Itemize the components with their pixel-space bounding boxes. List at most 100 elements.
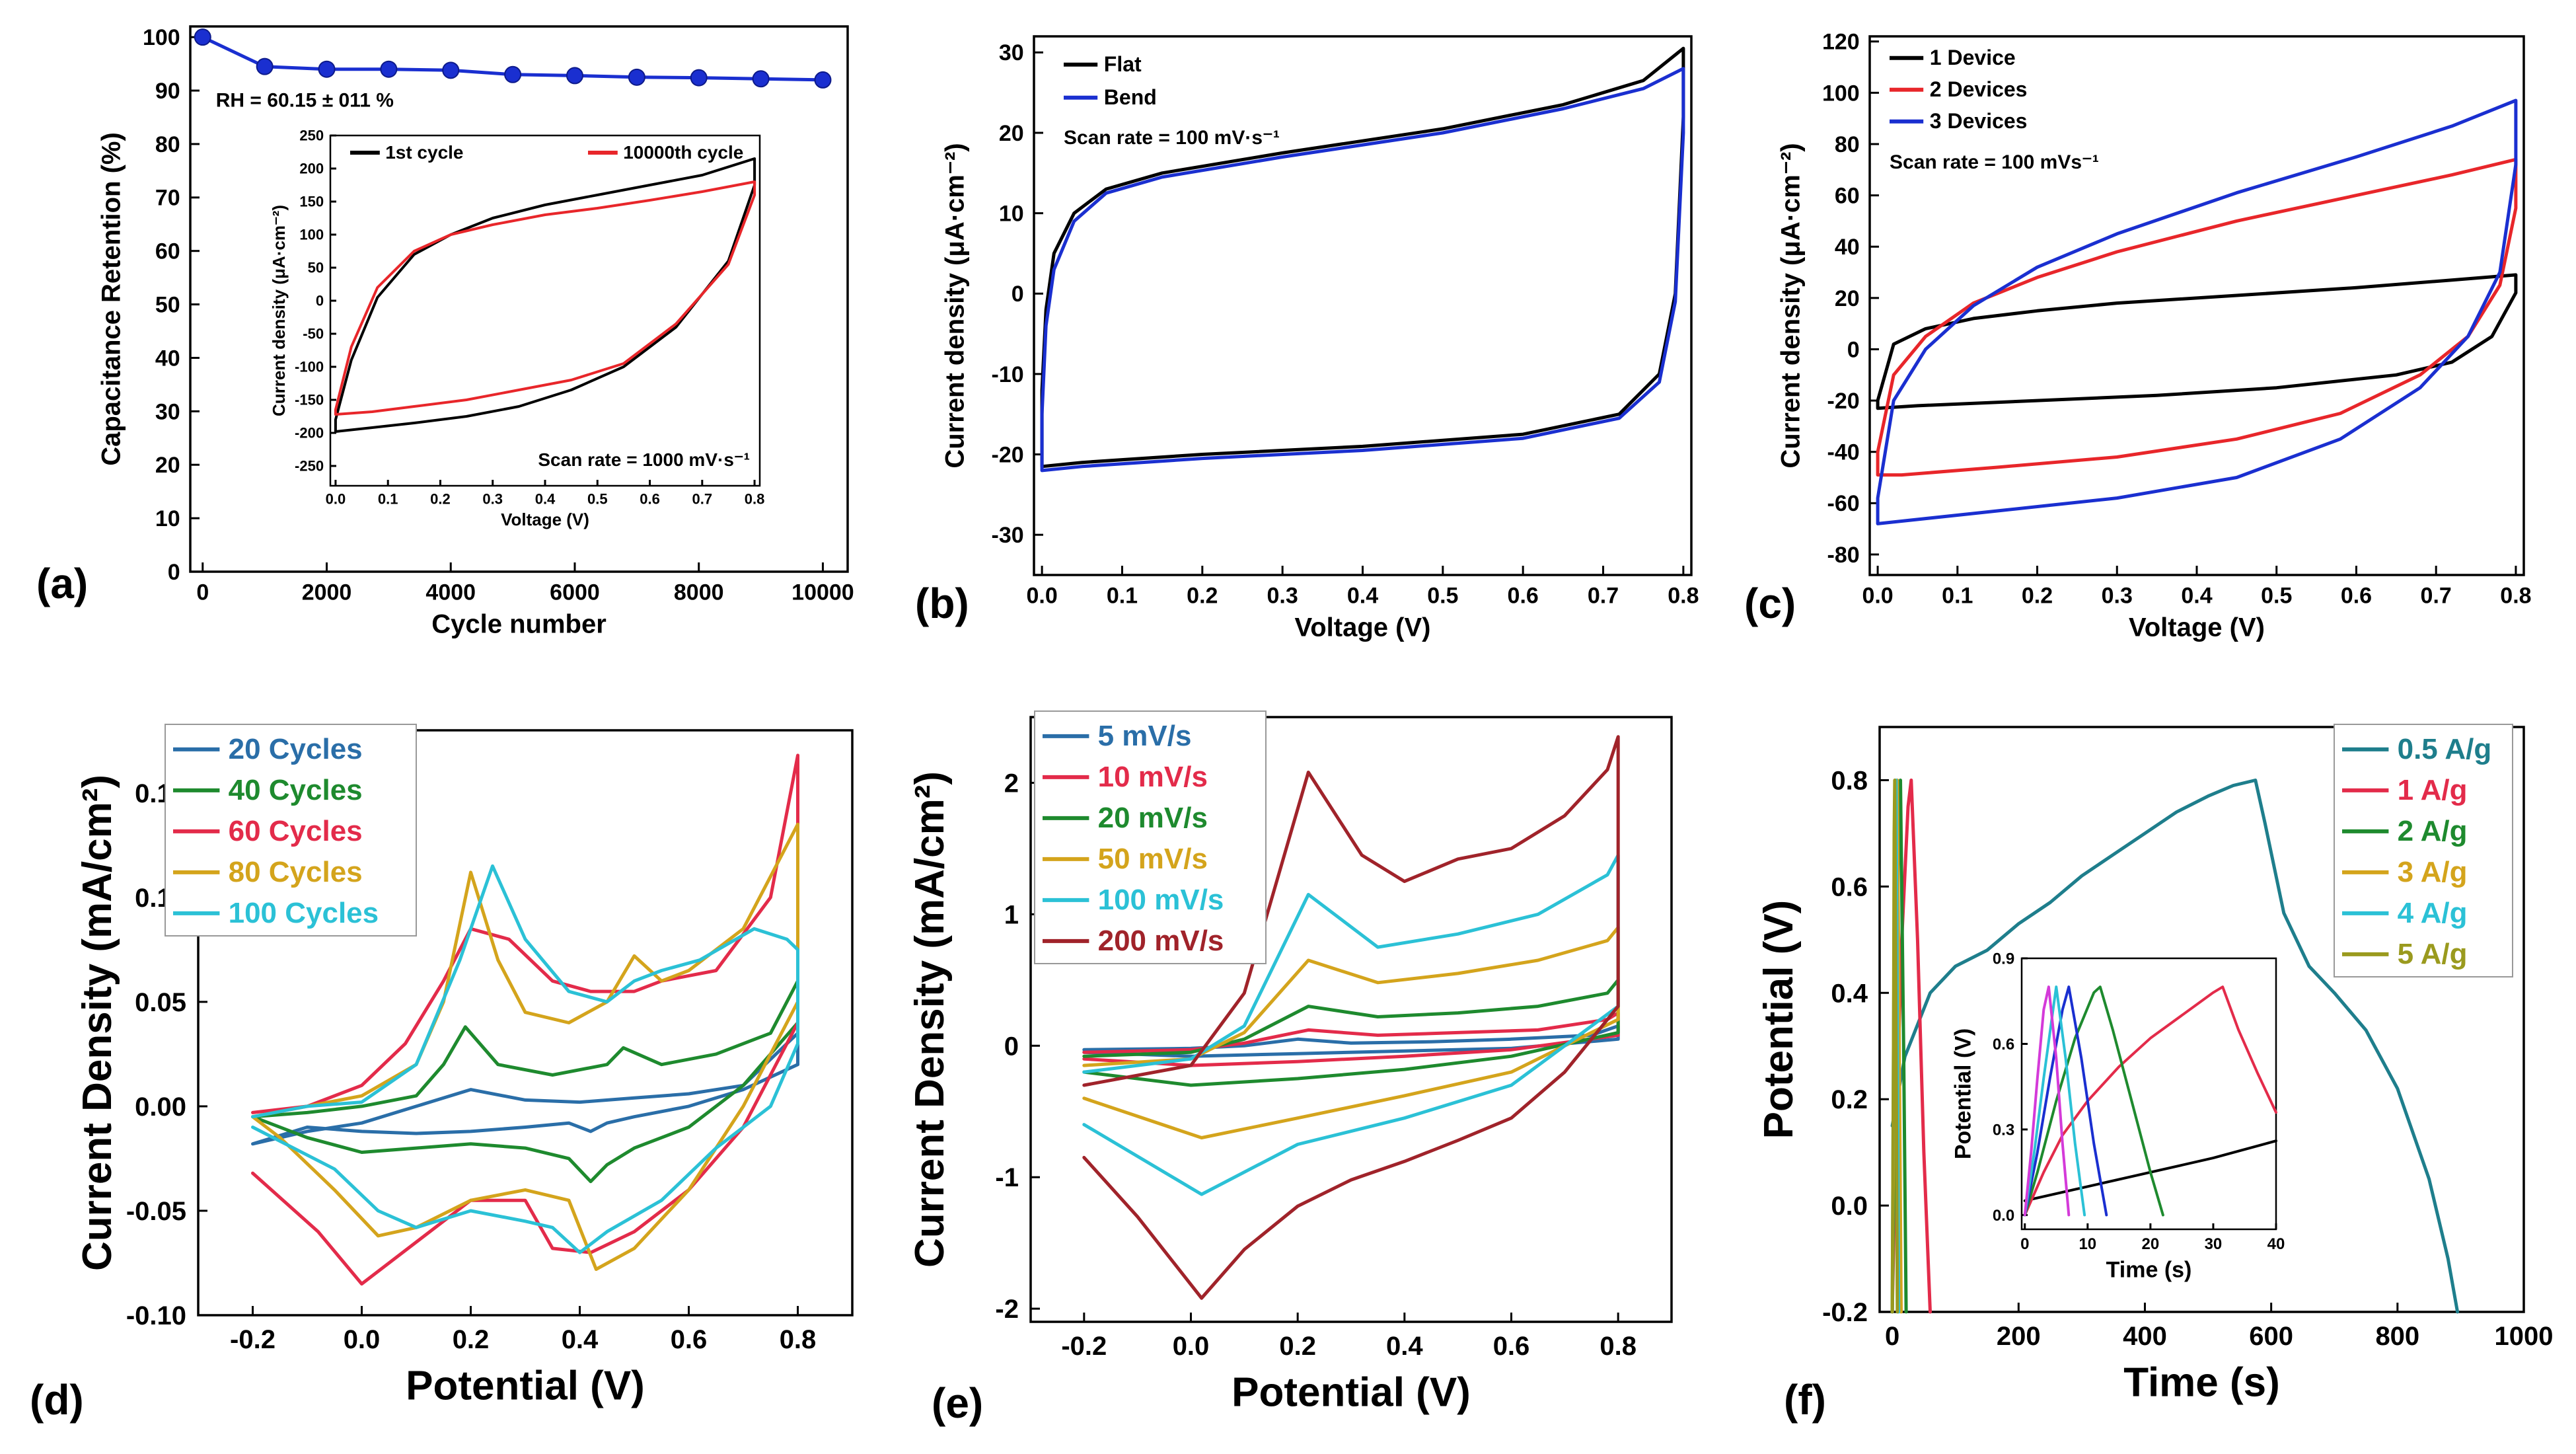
panel-a: 0 2000 4000 6000 8000 10000010203040506070809… [36, 25, 854, 638]
y-tick-label: 100 [299, 227, 324, 243]
x-tick-label: 400 [2123, 1322, 2167, 1351]
panel-c: 0.0 0.1 0.2 0.3 0.4 0.5 0.6 0.7 0.8 -80 -60 -40 -20 0… [1744, 30, 2532, 642]
legend-label: Flat [1104, 52, 1142, 76]
x-tick-label: 800 [2375, 1322, 2419, 1351]
y-axis-label: Potential (V) [1950, 1028, 1975, 1159]
data-point [442, 61, 460, 79]
y-tick-label: 60 [155, 239, 180, 264]
y-tick-label: 0.6 [1993, 1036, 2014, 1053]
legend-label: 100 Cycles [229, 897, 379, 929]
y-tick-label: -80 [1827, 543, 1860, 568]
legend-label: 50 mV/s [1098, 843, 1208, 875]
x-tick-label: 0.6 [2341, 584, 2372, 609]
scan-rate-annotation: Scan rate = 100 mVs⁻¹ [1890, 151, 2099, 173]
x-tick-label: 0.3 [2102, 584, 2133, 609]
legend-label: 3 A/g [2398, 856, 2468, 888]
x-tick-label: 0.4 [535, 491, 556, 508]
series-line-200-mv-s [1082, 735, 1620, 1300]
series-line-1-device [1876, 273, 2518, 410]
y-tick-label: 0.00 [135, 1092, 186, 1122]
panel-label-a: (a) [36, 560, 88, 607]
legend-label: 20 mV/s [1098, 802, 1208, 834]
y-tick-label: -100 [295, 359, 324, 375]
x-tick-label: 0.2 [2022, 584, 2053, 609]
y-tick-label: 20 [155, 453, 180, 478]
x-tick-label: 0.7 [692, 491, 713, 508]
annotation-text: RH = 60.15 ± 011 % [216, 89, 394, 111]
x-tick-label: 0.6 [640, 491, 660, 508]
y-tick-label: 0 [1847, 337, 1860, 362]
y-tick-label: -0.10 [126, 1301, 186, 1330]
legend-label: 1 A/g [2398, 774, 2468, 806]
y-tick-label: 200 [299, 161, 324, 177]
x-axis-label: Potential (V) [406, 1363, 645, 1409]
y-tick-label: 0 [316, 293, 324, 309]
data-point [752, 70, 770, 88]
legend-label: 60 Cycles [229, 815, 363, 847]
x-tick-label: 0.5 [2261, 584, 2292, 609]
inset-a: 0.0 0.1 0.2 0.3 0.4 0.5 0.6 0.7 0.8 -250 -200 -150 -… [269, 128, 764, 529]
x-tick-label: 0.0 [344, 1325, 381, 1354]
panel-d: -0.2 0.0 0.2 0.4 0.6 0.8-0.10-0.050.000.050.1… [30, 724, 854, 1424]
legend-label: 100 mV/s [1098, 884, 1224, 916]
panel-label-f: (f) [1784, 1376, 1826, 1424]
x-tick-label: 10000 [791, 580, 854, 605]
y-tick-label: 10 [155, 506, 180, 531]
y-tick-label: 40 [1835, 235, 1860, 260]
scan-rate-annotation: Scan rate = 100 mV·s⁻¹ [1064, 127, 1280, 149]
y-tick-label: 60 [1835, 184, 1860, 209]
series-line-1-a-g [2023, 985, 2277, 1217]
legend-label: 200 mV/s [1098, 925, 1224, 957]
x-tick-label: 0.4 [2181, 584, 2212, 609]
x-tick-label: 10 [2079, 1235, 2096, 1253]
data-point [194, 28, 211, 46]
series-line-80-cycles [251, 822, 799, 1271]
y-tick-label: -1 [995, 1163, 1019, 1192]
series-line-5-a-g [1890, 779, 1899, 1314]
y-axis-label: Current density (μA·cm⁻²) [941, 143, 970, 468]
y-tick-label: -30 [992, 523, 1024, 548]
panel-e: -0.2 0.0 0.2 0.4 0.6 0.8 -2 -1 0 1 2 Potential (V) C… [907, 710, 1673, 1427]
y-axis-label: Current Density (mA/cm²) [75, 775, 120, 1271]
x-axis-label: Potential (V) [1232, 1370, 1471, 1416]
x-axis-label: Voltage (V) [501, 510, 589, 529]
legend-label: 4 A/g [2398, 897, 2468, 929]
panel-label-c: (c) [1744, 580, 1796, 627]
x-axis-label: Time (s) [2123, 1360, 2280, 1406]
series-line-5-a-g [2023, 985, 2071, 1217]
x-tick-label: 0.3 [1267, 584, 1298, 609]
y-tick-label: -20 [992, 442, 1024, 467]
x-tick-label: -0.2 [1061, 1332, 1107, 1361]
y-tick-label: 80 [155, 132, 180, 157]
panel-label-d: (d) [30, 1376, 84, 1424]
legend: 1st cycle 10000th cycle [350, 142, 743, 163]
x-tick-label: 2000 [302, 580, 352, 605]
y-axis-label: Current density (μA·cm⁻²) [1777, 143, 1806, 468]
series-line-2-a-g [2023, 985, 2164, 1217]
legend: 1 Device 2 Devices 3 Devices [1890, 46, 2027, 133]
y-tick-label: -2 [995, 1295, 1019, 1324]
x-axis-label: Voltage (V) [2129, 613, 2265, 642]
x-tick-label: 0.0 [1173, 1332, 1210, 1361]
y-tick-label: 0 [1012, 282, 1024, 307]
y-tick-label: 0.0 [1993, 1207, 2014, 1225]
y-tick-label: 0.2 [1831, 1085, 1868, 1114]
panel-label-b: (b) [915, 580, 969, 627]
legend-label: 1st cycle [385, 142, 463, 163]
x-tick-label: 0.8 [2500, 584, 2531, 609]
y-tick-label: -40 [1827, 440, 1860, 465]
x-tick-label: 0.1 [1107, 584, 1138, 609]
x-tick-label: 0.1 [378, 491, 398, 508]
y-tick-label: 40 [155, 346, 180, 371]
y-tick-label: 50 [155, 292, 180, 317]
legend-label: 5 A/g [2398, 938, 2468, 970]
legend-label: 40 Cycles [229, 774, 363, 806]
y-tick-label: 0.0 [1831, 1192, 1868, 1221]
x-tick-label: -0.2 [230, 1325, 276, 1354]
x-tick-label: 0 [196, 580, 209, 605]
series-line-100-cycles [251, 864, 799, 1254]
data-point [628, 68, 645, 86]
series-line-10000th-cycle [334, 180, 756, 416]
series-line-3-a-g [2023, 985, 2108, 1217]
